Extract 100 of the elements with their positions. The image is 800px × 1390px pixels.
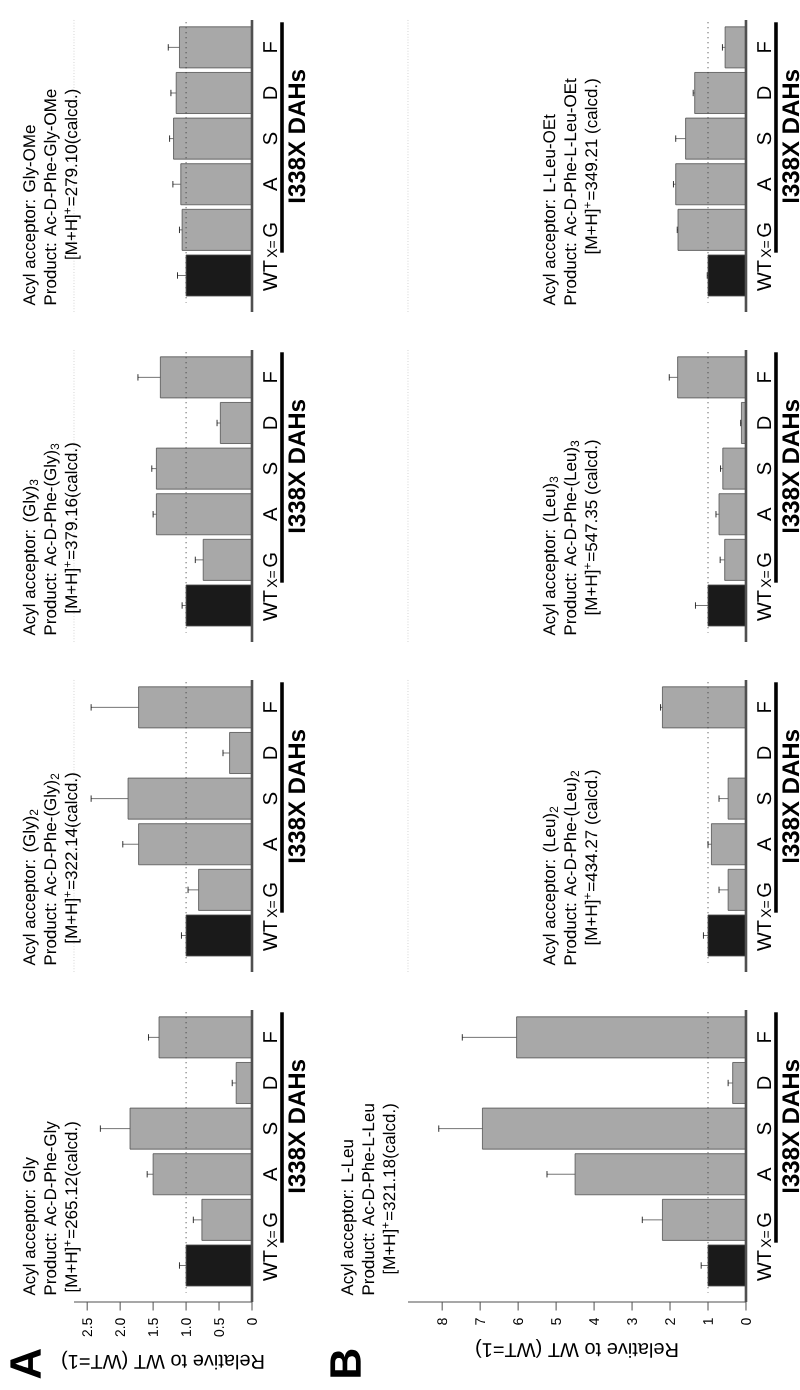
- y-tick-label: D: [757, 1076, 771, 1089]
- annotation: [M+H]$^{+}$=349.21 (calcd.): [584, 79, 601, 254]
- text: Acyl acceptor: Gly: [22, 1157, 39, 1296]
- text: Acyl acceptor: (Leu)$_{3}$: [542, 476, 559, 636]
- text: Product: Ac-D-Phe-Gly: [43, 1121, 60, 1295]
- y-tick-label: A: [757, 177, 771, 191]
- annotation: [M+H]$^{+}$=379.16(calcd.): [64, 443, 81, 613]
- text: Product: Ac-D-Phe-L-Leu-OEt: [563, 78, 577, 305]
- y-tick-label: D: [263, 416, 277, 429]
- annotation: [M+H]$^{+}$=322.14(calcd.): [64, 773, 81, 943]
- x-tick-label: 1: [703, 1318, 713, 1325]
- x-tick-label: 2: [665, 1318, 675, 1325]
- y-tick-label: S: [263, 1122, 278, 1135]
- y-tick-label: G: [757, 553, 772, 567]
- y-tick-label: F: [757, 372, 771, 382]
- y-tick-label: S: [263, 462, 278, 475]
- y-tick-label: D: [757, 746, 771, 759]
- x-tick-label: 1.5: [148, 1318, 158, 1336]
- y-axis-title: I338X DAHs: [782, 70, 800, 203]
- y-tick-label: S: [757, 1122, 772, 1135]
- y-axis-title: I338X DAHs: [782, 1060, 800, 1193]
- y-tick-label: F: [263, 42, 277, 52]
- x-tick-label: 0.5: [214, 1318, 224, 1337]
- y-tick-label: A: [263, 507, 277, 521]
- y-tick-label: WT: [757, 1250, 771, 1281]
- y-tick-label: F: [757, 42, 771, 52]
- x-tick-label: 0: [247, 1318, 257, 1325]
- y-tick-label: F: [263, 1032, 277, 1042]
- x-tick-label: 2.0: [115, 1318, 126, 1337]
- y-tick-label: S: [263, 132, 278, 145]
- text: Product: Ac-D-Phe-(Leu)$_{2}$: [563, 770, 580, 965]
- y-tick-label: D: [263, 746, 277, 759]
- x-axis-title: Relative to WT (WT=1): [476, 1339, 678, 1358]
- text: X=: [267, 240, 277, 258]
- text: Acyl acceptor: L-Leu: [340, 1140, 357, 1296]
- y-tick-label: S: [757, 462, 772, 475]
- text: X=: [267, 570, 277, 588]
- text: X=: [267, 900, 277, 918]
- text: X=: [761, 1230, 771, 1248]
- text: A: [10, 1348, 41, 1379]
- text: X=: [761, 240, 771, 258]
- y-tick-label: F: [757, 1032, 771, 1042]
- x-tick-label: 3: [627, 1318, 637, 1325]
- y-tick-label: WT: [757, 920, 771, 951]
- y-tick-label: WT: [757, 260, 771, 291]
- annotation: [M+H]$^{+}$=279.10(calcd.): [64, 89, 81, 259]
- text: Product: Ac-D-Phe-L-Leu: [361, 1104, 375, 1295]
- x-tick-label: 7: [475, 1318, 485, 1325]
- y-tick-label: WT: [263, 260, 277, 291]
- y-tick-label: D: [757, 416, 771, 429]
- y-tick-label: A: [757, 507, 771, 521]
- y-tick-label: A: [263, 1167, 277, 1181]
- y-axis-title: I338X DAHs: [288, 400, 306, 533]
- y-tick-label: A: [263, 177, 277, 191]
- y-tick-label: G: [757, 1213, 772, 1227]
- text: Acyl acceptor: L-Leu-OEt: [542, 114, 559, 306]
- annotation: [M+H]$^{+}$=265.12(calcd.): [64, 1122, 81, 1292]
- y-axis-title: I338X DAHs: [288, 70, 306, 203]
- y-tick-label: S: [757, 792, 772, 805]
- text: Acyl acceptor: (Gly)$_{2}$: [22, 809, 39, 966]
- y-tick-label: G: [757, 223, 772, 237]
- x-tick-label: 4: [589, 1318, 599, 1326]
- y-tick-label: D: [263, 86, 277, 99]
- y-tick-label: WT: [757, 590, 771, 621]
- x-tick-label: 5: [551, 1318, 561, 1325]
- text: X=: [761, 570, 771, 588]
- y-tick-label: A: [757, 1167, 771, 1181]
- y-tick-label: G: [263, 553, 278, 567]
- y-tick-label: G: [263, 223, 278, 237]
- y-tick-label: F: [757, 702, 771, 712]
- y-tick-label: D: [757, 86, 771, 99]
- x-tick-label: 2.5: [82, 1318, 93, 1337]
- y-tick-label: F: [263, 702, 277, 712]
- x-tick-label: 1.0: [181, 1318, 192, 1336]
- x-tick-label: 6: [513, 1318, 524, 1325]
- x-tick-label: 8: [437, 1318, 448, 1325]
- y-tick-label: G: [757, 883, 772, 897]
- text: X=: [267, 1230, 277, 1248]
- annotation: [M+H]$^{+}$=434.27 (calcd.): [584, 770, 601, 945]
- y-axis-title: I338X DAHs: [288, 1060, 306, 1193]
- text: Product: Ac-D-Phe-(Gly)$_{3}$: [43, 443, 60, 635]
- text: Product: Ac-D-Phe-(Gly)$_{2}$: [43, 773, 60, 965]
- text: Product: Ac-D-Phe-Gly-OMe: [43, 89, 60, 305]
- y-axis-title: I338X DAHs: [782, 400, 800, 533]
- y-tick-label: G: [263, 1213, 278, 1227]
- text: [M+H]$^{+}$=321.18(calcd.): [382, 1104, 399, 1274]
- y-axis-title: I338X DAHs: [288, 730, 306, 863]
- text: Acyl acceptor: (Gly)$_{3}$: [22, 479, 39, 636]
- y-tick-label: WT: [263, 1250, 277, 1281]
- y-tick-label: A: [263, 837, 277, 851]
- annotation: [M+H]$^{+}$=547.35 (calcd.): [584, 440, 601, 615]
- text: Acyl acceptor: Gly-OMe: [22, 125, 39, 306]
- y-axis-title: I338X DAHs: [782, 730, 800, 863]
- text: Product: Ac-D-Phe-(Leu)$_{3}$: [563, 440, 580, 635]
- y-tick-label: F: [263, 372, 277, 382]
- x-tick-label: 0: [741, 1318, 751, 1325]
- y-tick-label: WT: [263, 590, 277, 621]
- y-tick-label: WT: [263, 920, 277, 951]
- x-axis-title: Relative to WT (WT=1): [62, 1350, 264, 1370]
- text: Acyl acceptor: (Leu)$_{2}$: [542, 806, 559, 966]
